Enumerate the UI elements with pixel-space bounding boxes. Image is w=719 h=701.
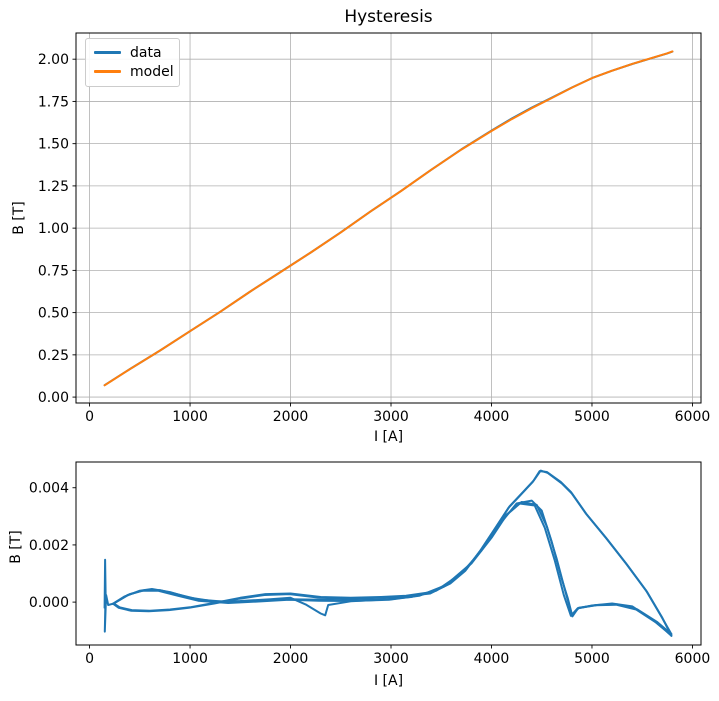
- legend: data model: [85, 38, 180, 87]
- legend-swatch-model-icon: [94, 70, 121, 73]
- x-tick-label: 5000: [574, 409, 610, 425]
- x-tick-label: 1000: [172, 409, 208, 425]
- x-tick-label: 6000: [675, 651, 711, 667]
- axes-background: [76, 462, 701, 645]
- top-y-axis-label: B [T]: [11, 201, 27, 235]
- y-tick-label: 0.00: [38, 390, 69, 406]
- y-tick-label: 2.00: [38, 52, 69, 68]
- series-residual-spike: [103, 558, 114, 633]
- top-chart-canvas: 0 1000 2000 3000 4000 5000 6000 0.00 0.25 0.50 0.7…: [38, 32, 710, 425]
- axes-spines: [75, 461, 702, 646]
- bottom-y-axis-label: B [T]: [8, 530, 24, 564]
- y-axis-ticks: 0.000 0.002 0.004: [29, 481, 76, 611]
- x-tick-label: 3000: [373, 409, 409, 425]
- x-tick-label: 1000: [172, 651, 208, 667]
- legend-label-model: model: [130, 63, 174, 80]
- bottom-x-axis-label: I [A]: [373, 673, 404, 689]
- legend-swatch-data-icon: [94, 51, 121, 54]
- y-tick-label: 0.25: [38, 348, 69, 364]
- x-tick-label: 0: [85, 651, 94, 667]
- series-residual-down-2: [112, 470, 673, 636]
- x-tick-label: 2000: [273, 651, 309, 667]
- x-axis-ticks: 0 1000 2000 3000 4000 5000 6000: [85, 403, 710, 425]
- y-tick-label: 1.50: [38, 137, 69, 153]
- legend-item-model: model: [86, 62, 179, 81]
- grid-lines: [76, 33, 701, 403]
- y-tick-label: 0.75: [38, 263, 69, 279]
- axes-spines: [75, 32, 702, 404]
- y-tick-label: 1.75: [38, 94, 69, 110]
- legend-item-data: data: [86, 43, 179, 62]
- y-axis-ticks: 0.00 0.25 0.50 0.75 1.00 1.25 1.50 1.75 2.00: [38, 52, 76, 406]
- x-tick-label: 3000: [373, 651, 409, 667]
- axes-background: [76, 33, 701, 403]
- series-model: [103, 50, 674, 387]
- x-tick-label: 0: [85, 409, 94, 425]
- x-tick-label: 4000: [474, 409, 510, 425]
- y-tick-label: 1.25: [38, 179, 69, 195]
- y-tick-label: 0.004: [29, 481, 69, 497]
- bottom-chart-canvas: 0 1000 2000 3000 4000 5000 6000 0.000 0.002 0.004: [29, 461, 710, 667]
- x-axis-ticks: 0 1000 2000 3000 4000 5000 6000: [85, 645, 710, 667]
- legend-label-data: data: [130, 44, 162, 61]
- y-tick-label: 1.00: [38, 221, 69, 237]
- x-tick-label: 2000: [273, 409, 309, 425]
- y-tick-label: 0.50: [38, 306, 69, 322]
- top-x-axis-label: I [A]: [373, 429, 404, 445]
- series-residual-up-3: [112, 502, 672, 636]
- y-tick-label: 0.000: [29, 595, 69, 611]
- x-tick-label: 6000: [675, 409, 711, 425]
- chart-title: Hysteresis: [344, 7, 433, 27]
- x-tick-label: 4000: [474, 651, 510, 667]
- y-tick-label: 0.002: [29, 538, 69, 554]
- x-tick-label: 5000: [574, 651, 610, 667]
